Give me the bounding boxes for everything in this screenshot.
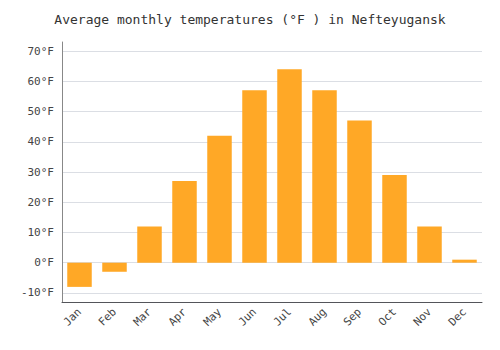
svg-text:Feb: Feb bbox=[96, 305, 119, 328]
svg-text:10°F: 10°F bbox=[28, 226, 55, 239]
svg-text:40°F: 40°F bbox=[28, 135, 55, 148]
svg-text:Sep: Sep bbox=[341, 305, 364, 328]
svg-text:Oct: Oct bbox=[376, 305, 399, 328]
svg-text:50°F: 50°F bbox=[28, 105, 55, 118]
svg-text:30°F: 30°F bbox=[28, 166, 55, 179]
svg-text:May: May bbox=[201, 305, 224, 328]
svg-text:0°F: 0°F bbox=[34, 256, 54, 269]
svg-text:70°F: 70°F bbox=[28, 45, 55, 58]
svg-text:Average monthly temperatures (: Average monthly temperatures (°F ) in Ne… bbox=[54, 12, 446, 27]
svg-text:Jan: Jan bbox=[61, 305, 84, 328]
svg-text:Aug: Aug bbox=[306, 305, 329, 328]
svg-text:60°F: 60°F bbox=[28, 75, 55, 88]
svg-text:Jun: Jun bbox=[236, 305, 259, 328]
svg-text:Apr: Apr bbox=[166, 305, 189, 328]
svg-text:Dec: Dec bbox=[446, 305, 469, 328]
svg-text:Jul: Jul bbox=[271, 305, 294, 328]
svg-text:Mar: Mar bbox=[131, 305, 154, 328]
svg-text:20°F: 20°F bbox=[28, 196, 55, 209]
svg-text:-10°F: -10°F bbox=[21, 286, 54, 299]
svg-text:Nov: Nov bbox=[411, 305, 434, 328]
